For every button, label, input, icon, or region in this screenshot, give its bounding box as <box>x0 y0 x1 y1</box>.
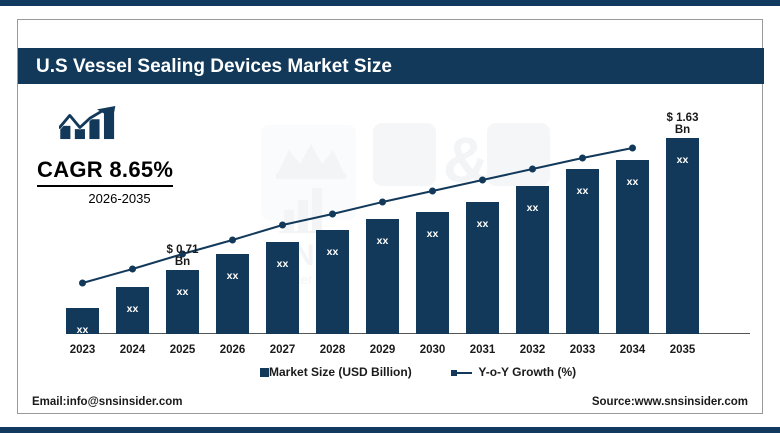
svg-text:&: & <box>443 124 489 196</box>
